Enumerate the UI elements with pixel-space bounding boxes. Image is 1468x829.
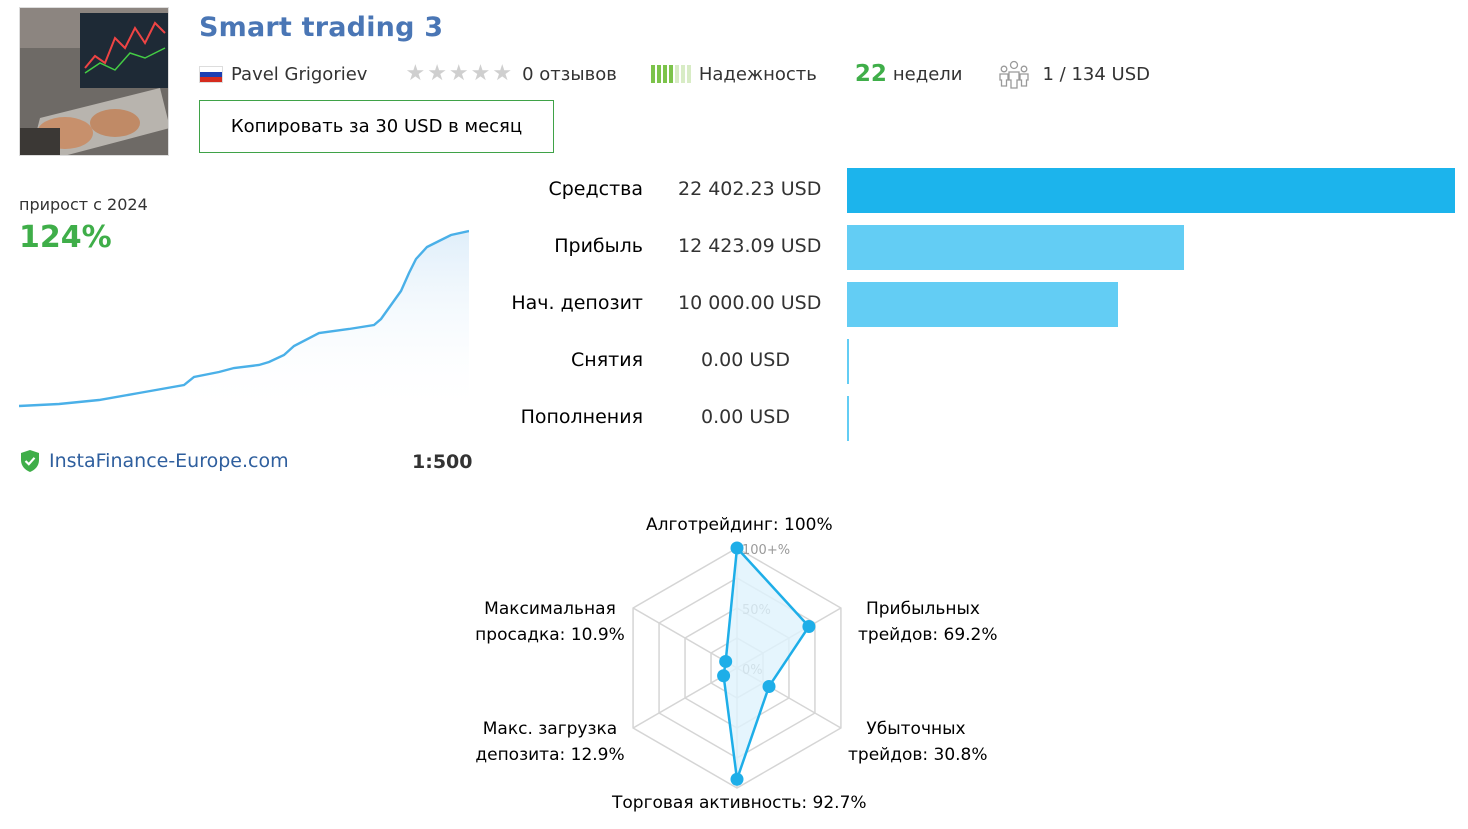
verified-shield-icon <box>21 450 39 472</box>
growth-area <box>19 231 469 415</box>
star-icon: ★ <box>470 61 491 86</box>
subscribers-icon <box>998 59 1030 89</box>
growth-chart[interactable] <box>19 225 469 415</box>
russia-flag-icon <box>199 65 223 83</box>
star-icon: ★ <box>427 61 447 86</box>
radar-label-line: Убыточных <box>866 719 966 739</box>
star-icon: ★ <box>448 61 469 86</box>
radar-value-point[interactable] <box>717 669 731 683</box>
radar-label-line: Прибыльных <box>865 599 980 619</box>
star-icon: ★ <box>405 61 426 86</box>
stat-value-deposits: 0.00 USD <box>701 406 790 428</box>
broker-link[interactable]: InstaFinance-Europe.com <box>19 449 289 473</box>
radar-label-losing-trades: Убыточных трейдов: 30.8% <box>848 716 988 768</box>
radar-label-algotrading: Алготрейдинг: 100% <box>646 515 833 535</box>
weeks-number: 22 <box>854 61 887 87</box>
stat-label-deposits: Пополнения <box>520 406 643 428</box>
radar-label-line: трейдов: 30.8% <box>848 745 988 765</box>
stat-label-equity: Средства <box>548 178 643 200</box>
stat-bar-equity <box>847 168 1455 213</box>
radar-label-line: депозита: 12.9% <box>475 745 625 765</box>
radar-label-profitable-trades: Прибыльных трейдов: 69.2% <box>858 596 998 648</box>
rating-stars[interactable]: ★ ★ ★ ★ ★ <box>405 63 514 85</box>
signal-meta-row: Pavel Grigoriev ★ ★ ★ ★ ★ 0 отзывов Наде… <box>199 59 1150 89</box>
stat-bar-deposits <box>847 396 849 441</box>
radar-label-deposit-load: Макс. загрузка депозита: 12.9% <box>470 716 630 768</box>
radar-value-point[interactable] <box>762 679 776 693</box>
growth-line <box>19 229 469 408</box>
stat-value-profit: 12 423.09 USD <box>678 235 822 257</box>
radar-scale-label: 100+% <box>742 543 790 558</box>
reviews-count[interactable]: 0 отзывов <box>522 63 617 85</box>
stat-value-withdrawals: 0.00 USD <box>701 349 790 371</box>
leverage-value: 1:500 <box>412 451 473 473</box>
star-icon: ★ <box>492 61 513 86</box>
radar-label-trading-activity: Торговая активность: 92.7% <box>612 793 867 813</box>
radar-label-line: трейдов: 69.2% <box>858 625 998 645</box>
radar-axis-line <box>632 607 738 669</box>
stat-label-withdrawals: Снятия <box>571 349 643 371</box>
radar-value-point[interactable] <box>719 654 733 668</box>
signal-avatar[interactable] <box>19 7 169 156</box>
broker-name[interactable]: InstaFinance-Europe.com <box>49 450 289 472</box>
radar-value-point[interactable] <box>802 619 816 633</box>
subscribers-count: 1 / 134 USD <box>1042 63 1150 85</box>
radar-value-point[interactable] <box>730 541 744 555</box>
copy-subscribe-button[interactable]: Копировать за 30 USD в месяц <box>199 100 554 153</box>
stat-bar-deposit <box>847 282 1119 327</box>
stat-bar-profit <box>847 225 1185 270</box>
signal-title[interactable]: Smart trading 3 <box>199 12 444 43</box>
radar-label-max-drawdown: Максимальная просадка: 10.9% <box>470 596 630 648</box>
growth-value: 124% <box>19 220 112 255</box>
growth-label: прирост с 2024 <box>19 195 148 214</box>
stat-value-deposit: 10 000.00 USD <box>678 292 822 314</box>
radar-chart[interactable]: 100+%50%0% <box>600 510 875 810</box>
author-name[interactable]: Pavel Grigoriev <box>231 63 368 85</box>
weeks-label: недели <box>892 63 963 85</box>
radar-label-line: просадка: 10.9% <box>475 625 625 645</box>
radar-value-point[interactable] <box>730 772 744 786</box>
stat-label-profit: Прибыль <box>554 235 643 257</box>
radar-label-line: Макс. загрузка <box>482 719 618 739</box>
stat-label-deposit: Нач. депозит <box>511 292 643 314</box>
radar-label-line: Максимальная <box>484 599 616 619</box>
stat-value-equity: 22 402.23 USD <box>678 178 822 200</box>
stat-bar-withdrawals <box>847 339 849 384</box>
reliability-label: Надежность <box>698 63 817 85</box>
reliability-bars-icon <box>650 65 693 83</box>
